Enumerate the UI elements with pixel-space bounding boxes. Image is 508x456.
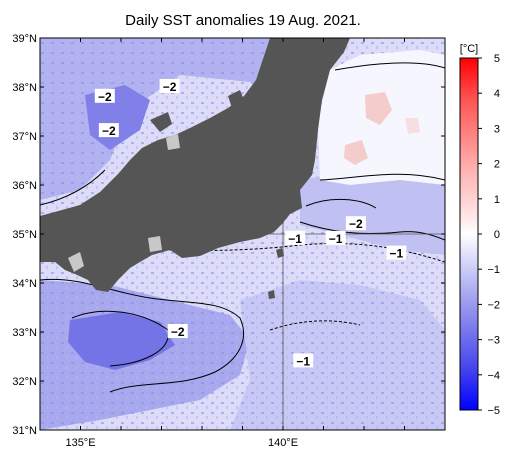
y-tick-label: 31°N bbox=[12, 425, 37, 437]
colorbar-tick-label: 1 bbox=[494, 194, 500, 206]
contour-label: −2 bbox=[163, 80, 177, 94]
land-sado-island bbox=[228, 90, 244, 108]
graticule bbox=[40, 38, 445, 430]
colorbar-axis: 5 4 3 2 1 0 −1 −2 −3 −4 −5 bbox=[478, 53, 500, 417]
y-tick-label: 35°N bbox=[12, 229, 37, 241]
contour-label-bg bbox=[285, 230, 306, 245]
y-tick-label: 32°N bbox=[12, 376, 37, 388]
contour-label: −2 bbox=[98, 90, 112, 104]
contour-label-bg bbox=[345, 216, 366, 231]
positive-patch-3 bbox=[405, 118, 420, 134]
colorbar-unit: [°C] bbox=[460, 43, 478, 55]
contour-label-bg bbox=[167, 324, 188, 338]
colorbar-tick-label: 2 bbox=[494, 159, 500, 171]
x-tick-label: 140°E bbox=[268, 437, 298, 449]
colorbar bbox=[459, 57, 479, 411]
colorbar-tick-label: 4 bbox=[494, 88, 500, 100]
colorbar-tick-label: −4 bbox=[487, 370, 500, 382]
y-tick-label: 33°N bbox=[12, 327, 37, 339]
land-noto-tip bbox=[150, 112, 172, 132]
contour-label-bg bbox=[293, 353, 314, 368]
colorbar-tick-label: −5 bbox=[487, 405, 500, 417]
land-honshu bbox=[40, 38, 350, 292]
contour-label: −1 bbox=[390, 247, 404, 261]
positive-patch-2 bbox=[344, 140, 368, 165]
y-axis: 39°N 38°N 37°N 36°N 35°N 34°N 33°N 32°N 31°N bbox=[12, 33, 445, 437]
y-tick-label: 38°N bbox=[12, 82, 37, 94]
contour-label-bg bbox=[386, 245, 407, 260]
y-tick-label: 39°N bbox=[12, 33, 37, 45]
contour-label: −2 bbox=[349, 217, 363, 231]
contour-label-bg bbox=[325, 230, 346, 245]
chart-title: Daily SST anomalies 19 Aug. 2021. bbox=[125, 12, 361, 29]
contour-label-bg bbox=[159, 79, 180, 93]
colorbar-tick-label: −3 bbox=[487, 335, 500, 347]
colorbar-tick-label: −2 bbox=[487, 299, 500, 311]
y-tick-label: 34°N bbox=[12, 278, 37, 290]
contour-label-bg bbox=[98, 123, 119, 138]
contour-label: −1 bbox=[329, 232, 343, 246]
contour-label: −1 bbox=[296, 354, 310, 368]
x-axis: 135°E 140°E bbox=[39, 38, 446, 449]
contour-label: −2 bbox=[171, 325, 185, 339]
colorbar-tick-label: 5 bbox=[494, 53, 500, 65]
contour-label: −2 bbox=[102, 124, 116, 138]
anomaly-core-southwest bbox=[68, 312, 175, 370]
lake-inland bbox=[148, 236, 162, 252]
land-izu-islands bbox=[268, 248, 284, 299]
colorbar-tick-label: 0 bbox=[494, 229, 500, 241]
colorbar-tick-label: 3 bbox=[494, 123, 500, 135]
lake-north bbox=[166, 134, 180, 150]
contour-label: −1 bbox=[288, 232, 302, 246]
contour-label-bg bbox=[94, 88, 115, 103]
y-tick-label: 37°N bbox=[12, 131, 37, 143]
y-tick-label: 36°N bbox=[12, 180, 37, 192]
positive-patch-1 bbox=[365, 92, 392, 125]
colorbar-tick-label: −1 bbox=[487, 264, 500, 276]
lake-biwa bbox=[68, 252, 84, 272]
x-tick-label: 135°E bbox=[65, 437, 95, 449]
contour-labels: −2 −2 −2 −2 −1 −1 −1 −2 −1 bbox=[94, 79, 407, 368]
